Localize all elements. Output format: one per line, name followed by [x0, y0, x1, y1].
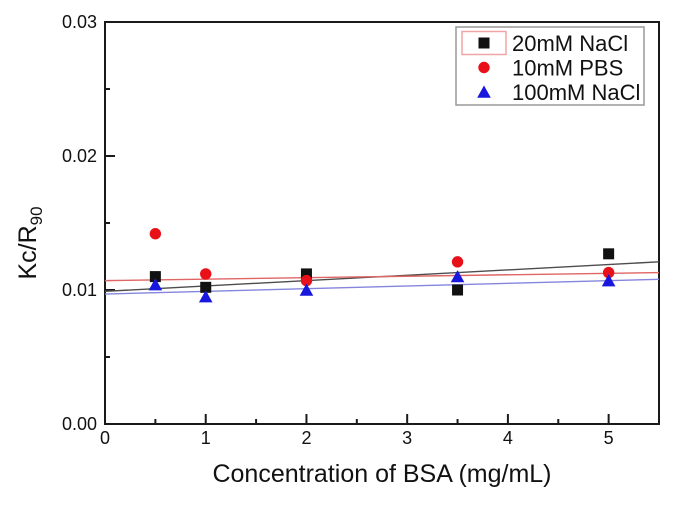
data-point-circle: [200, 268, 212, 280]
y-tick-label: 0.03: [62, 12, 97, 32]
data-point-circle: [451, 256, 464, 268]
legend-item-label: 20mM NaCl: [512, 31, 628, 56]
x-tick-label: 4: [503, 428, 513, 448]
data-point-square: [452, 284, 464, 296]
plot-frame: [104, 21, 660, 425]
fit-line-circle: [104, 271, 660, 282]
x-tick-label: 0: [100, 428, 110, 448]
x-tick-label: 5: [604, 428, 614, 448]
data-point-triangle: [198, 290, 213, 303]
legend-item-label: 100mM NaCl: [512, 80, 640, 105]
y-tick-label: 0.02: [62, 146, 97, 166]
data-point-square: [149, 271, 161, 283]
legend-highlight-box: [461, 30, 507, 56]
data-point-circle: [602, 266, 615, 279]
legend-symbol-triangle: [477, 85, 491, 98]
fit-line-triangle: [104, 278, 660, 295]
legend-symbol-square: [478, 37, 490, 49]
data-point-triangle: [450, 270, 465, 283]
legend-item-label: 10mM PBS: [512, 56, 623, 81]
y-tick-label: 0.00: [62, 414, 97, 434]
data-point-square: [603, 248, 615, 260]
data-point-triangle: [601, 274, 616, 287]
data-point-circle: [300, 274, 313, 287]
x-tick-label: 2: [301, 428, 311, 448]
x-tick-label: 3: [402, 428, 412, 448]
data-point-square: [300, 268, 312, 280]
data-point-triangle: [148, 278, 163, 291]
data-point-circle: [149, 228, 162, 240]
x-axis-title: Concentration of BSA (mg/mL): [212, 460, 551, 488]
legend-symbol-circle: [478, 61, 490, 74]
data-point-square: [200, 281, 212, 293]
data-point-triangle: [299, 283, 314, 296]
data-points: [148, 228, 616, 303]
y-tick-label: 0.01: [62, 280, 97, 300]
x-tick-label: 1: [201, 428, 211, 448]
fit-lines: [104, 261, 660, 295]
